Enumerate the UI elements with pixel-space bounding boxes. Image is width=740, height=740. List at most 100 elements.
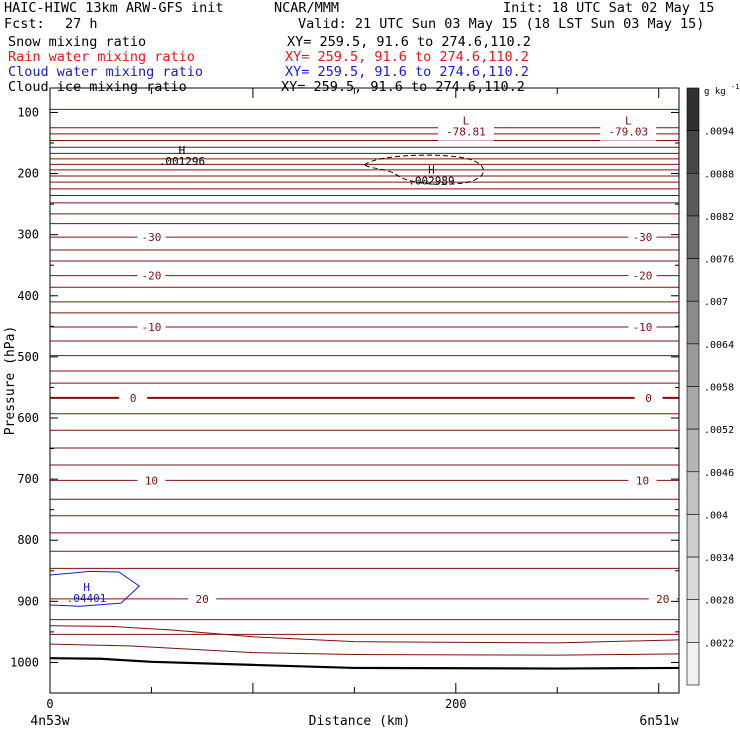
y-tick-label: 600 <box>17 411 39 425</box>
field-xy-snow: XY= 259.5, 91.6 to 274.6,110.2 <box>287 34 531 50</box>
contour-label-bg <box>137 269 166 282</box>
contour-label: 20 <box>656 593 669 606</box>
extremum-bg <box>600 116 657 141</box>
colorbar-swatch <box>686 87 700 131</box>
y-axis-label: Pressure (hPa) <box>3 326 18 436</box>
colorbar-label: .007 <box>704 297 728 308</box>
colorbar-swatch <box>686 642 700 686</box>
ice-mixing-contour <box>363 154 484 185</box>
y-tick-label: 700 <box>17 472 39 486</box>
contour-label-bg <box>634 391 663 404</box>
contour-label: -10 <box>142 321 162 334</box>
contour-label: 0 <box>645 392 652 405</box>
y-tick-label: 300 <box>17 228 39 242</box>
model-title: HAIC-HIWC 13km ARW-GFS init <box>4 0 224 16</box>
colorbar-swatch <box>686 130 700 174</box>
contour-label: -20 <box>633 270 653 283</box>
contour-label: 10 <box>636 474 649 487</box>
org-label: NCAR/MMM <box>274 0 340 16</box>
contour-label-bg <box>188 592 217 605</box>
colorbar-label: .0088 <box>704 169 734 180</box>
extremum-type: H <box>83 581 90 594</box>
extremum-type: H <box>179 144 186 157</box>
contour-label-bg <box>628 474 657 487</box>
colorbar-label: .0064 <box>704 340 734 351</box>
colorbar-swatch <box>686 428 700 473</box>
fcst-value: 27 h <box>65 16 98 32</box>
plot-frame <box>49 87 680 694</box>
x-right-end-label: 6n51w <box>639 714 678 729</box>
temperature-contour <box>49 625 680 644</box>
extremum-value: .04401 <box>67 592 107 605</box>
contour-label: 10 <box>145 474 158 487</box>
contour-label: -30 <box>142 231 162 244</box>
extremum-bg <box>437 116 494 141</box>
extremum-type: L <box>463 115 470 128</box>
y-tick-label: 400 <box>17 289 39 303</box>
colorbar-swatch <box>686 386 700 430</box>
contour-label: 20 <box>196 593 209 606</box>
contour-label-bg <box>648 592 677 605</box>
colorbar-swatch <box>686 172 700 217</box>
y-tick-label: 200 <box>17 167 39 181</box>
contour-label-bg <box>628 269 657 282</box>
terrain-line <box>49 657 680 670</box>
contour-label-bg <box>119 391 148 404</box>
extremum-value: .001296 <box>159 155 205 168</box>
colorbar-label: .0022 <box>704 638 734 649</box>
colorbar-label: .0028 <box>704 596 734 607</box>
x-axis-label: Distance (km) <box>309 714 411 729</box>
temperature-contour <box>49 643 680 656</box>
valid-time: Valid: 21 UTC Sun 03 May 15 (18 LST Sun … <box>298 16 705 32</box>
contour-label-bg <box>628 320 657 333</box>
colorbar-swatch <box>686 343 700 387</box>
y-tick-label: 1000 <box>10 655 39 669</box>
field-xy-cloudwater: XY= 259.5, 91.6 to 274.6,110.2 <box>285 64 529 80</box>
y-tick-label: 100 <box>17 105 39 119</box>
extremum-value: -79.03 <box>608 126 648 139</box>
field-name-snow: Snow mixing ratio <box>8 34 147 50</box>
colorbar-label: .0076 <box>704 255 734 266</box>
contour-label-bg <box>628 231 657 244</box>
colorbar-label: .0046 <box>704 468 734 479</box>
field-name-rain: Rain water mixing ratio <box>8 49 195 65</box>
extremum-type: L <box>625 115 632 128</box>
contour-label-bg <box>137 320 166 333</box>
colorbar-swatch <box>686 514 700 558</box>
contour-label-bg <box>137 231 166 244</box>
extremum-value: .002989 <box>408 175 454 188</box>
x-tick-label: 0 <box>46 697 53 711</box>
y-tick-label: 900 <box>17 594 39 608</box>
extremum-value: -78.81 <box>446 126 486 139</box>
field-name-cloudwater: Cloud water mixing ratio <box>8 64 204 80</box>
init-time: Init: 18 UTC Sat 02 May 15 <box>503 0 715 16</box>
colorbar-swatch <box>686 556 700 601</box>
contour-label: 0 <box>130 392 137 405</box>
colorbar-label: .0052 <box>704 425 734 436</box>
field-name-cloudice: Cloud ice mixing ratio <box>8 79 187 95</box>
colorbar-unit-exponent: -1 <box>731 83 739 91</box>
contour-label: -10 <box>633 321 653 334</box>
field-xy-rain: XY= 259.5, 91.6 to 274.6,110.2 <box>285 49 529 65</box>
colorbar-label: .0082 <box>704 212 734 223</box>
colorbar-label: .0094 <box>704 127 734 138</box>
colorbar-swatch <box>686 215 700 259</box>
cloud-water-contour <box>49 570 141 607</box>
colorbar-swatch <box>686 300 700 345</box>
extremum-type: H <box>428 164 435 177</box>
colorbar-label: .0058 <box>704 383 734 394</box>
y-tick-label: 500 <box>17 350 39 364</box>
y-tick-label: 800 <box>17 533 39 547</box>
colorbar-swatch <box>686 599 700 643</box>
colorbar-label: .004 <box>704 510 728 521</box>
colorbar-swatch <box>686 258 700 302</box>
x-tick-label: 200 <box>445 697 467 711</box>
colorbar-swatch <box>686 471 700 515</box>
contour-label-bg <box>137 474 166 487</box>
contour-label: -20 <box>142 270 162 283</box>
colorbar-unit: g kg <box>704 87 726 97</box>
field-xy-cloudice: XY= 259.5, 91.6 to 274.6,110.2 <box>281 79 525 95</box>
fcst-label: Fcst: <box>4 16 45 32</box>
x-left-end-label: 4n53w <box>30 714 69 729</box>
